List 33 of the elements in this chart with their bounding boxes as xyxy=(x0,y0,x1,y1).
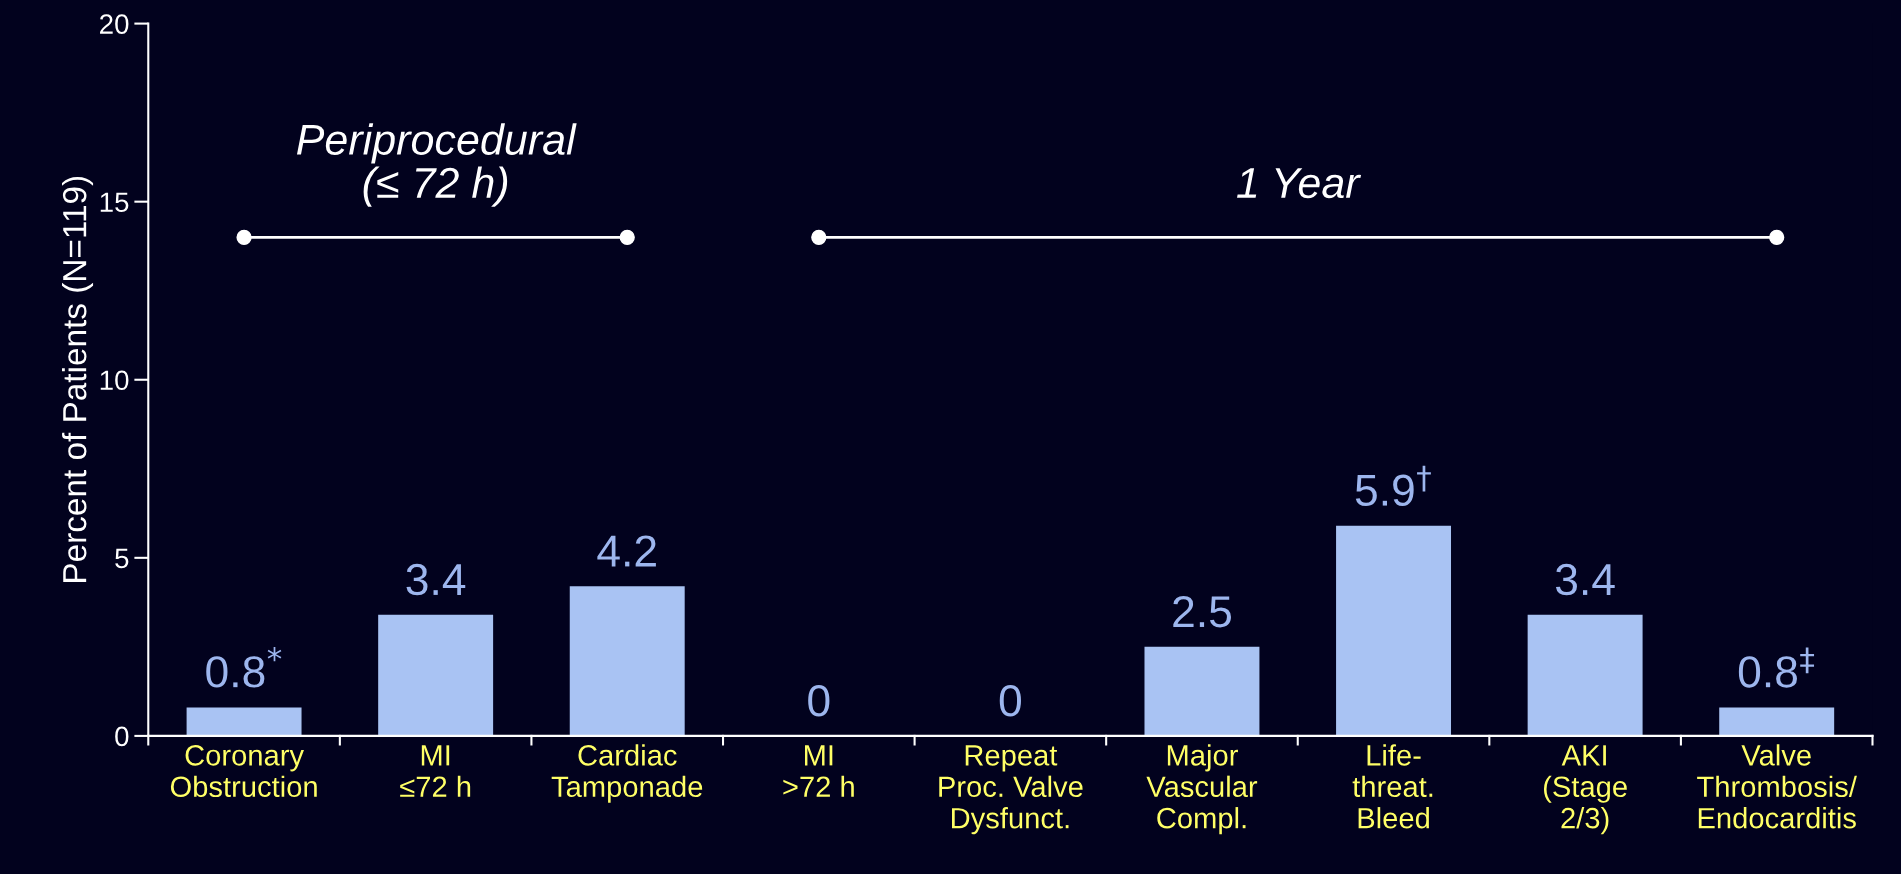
x-tick-label: Cardiac Tamponade xyxy=(551,744,703,803)
bar xyxy=(378,614,494,736)
data-label: 3.4 xyxy=(406,563,466,596)
x-tick-label: MI ≤72 h xyxy=(400,745,471,797)
bar xyxy=(1719,707,1835,736)
x-tick-label: Valve Thrombosis/ Endocarditis xyxy=(1697,744,1857,829)
data-label: 5.9$^{†}$ xyxy=(1355,465,1431,506)
data-label: 0 xyxy=(999,684,1021,717)
data-label: 0 xyxy=(808,684,830,717)
bar xyxy=(186,707,302,736)
y-tick-label: 0 xyxy=(115,726,129,747)
data-label: 2.5 xyxy=(1173,595,1231,628)
data-label: 4.2 xyxy=(597,535,656,567)
y-axis-title: Percent of Patients (N=119) xyxy=(62,176,94,582)
bar xyxy=(569,586,685,736)
bar xyxy=(1144,646,1260,736)
y-tick-label: 10 xyxy=(100,370,129,391)
y-tick-label: 20 xyxy=(100,14,129,34)
x-tick-label: Coronary Obstruction xyxy=(170,745,317,798)
y-tick-label: 5 xyxy=(115,548,129,569)
annotation: 1 Year xyxy=(1237,168,1362,199)
y-tick-label: 15 xyxy=(100,192,129,213)
data-label: 3.4 xyxy=(1555,563,1615,596)
annotation: Periprocedural (≤ 72 h) xyxy=(296,123,577,207)
x-tick-label: Major Vascular Compl. xyxy=(1146,744,1258,835)
data-label: 0.8$^{*}$ xyxy=(206,647,282,688)
bar xyxy=(1336,525,1452,736)
x-tick-label: MI >72 h xyxy=(783,745,854,797)
x-tick-label: AKI (Stage 2/3) xyxy=(1543,745,1627,835)
x-tick-label: Repeat Proc. Valve Dysfunct. xyxy=(939,745,1083,835)
bar xyxy=(1527,614,1643,736)
data-label: 0.8$^{‡}$ xyxy=(1738,647,1815,688)
x-tick-label: Life- threat. Bleed xyxy=(1352,744,1433,829)
